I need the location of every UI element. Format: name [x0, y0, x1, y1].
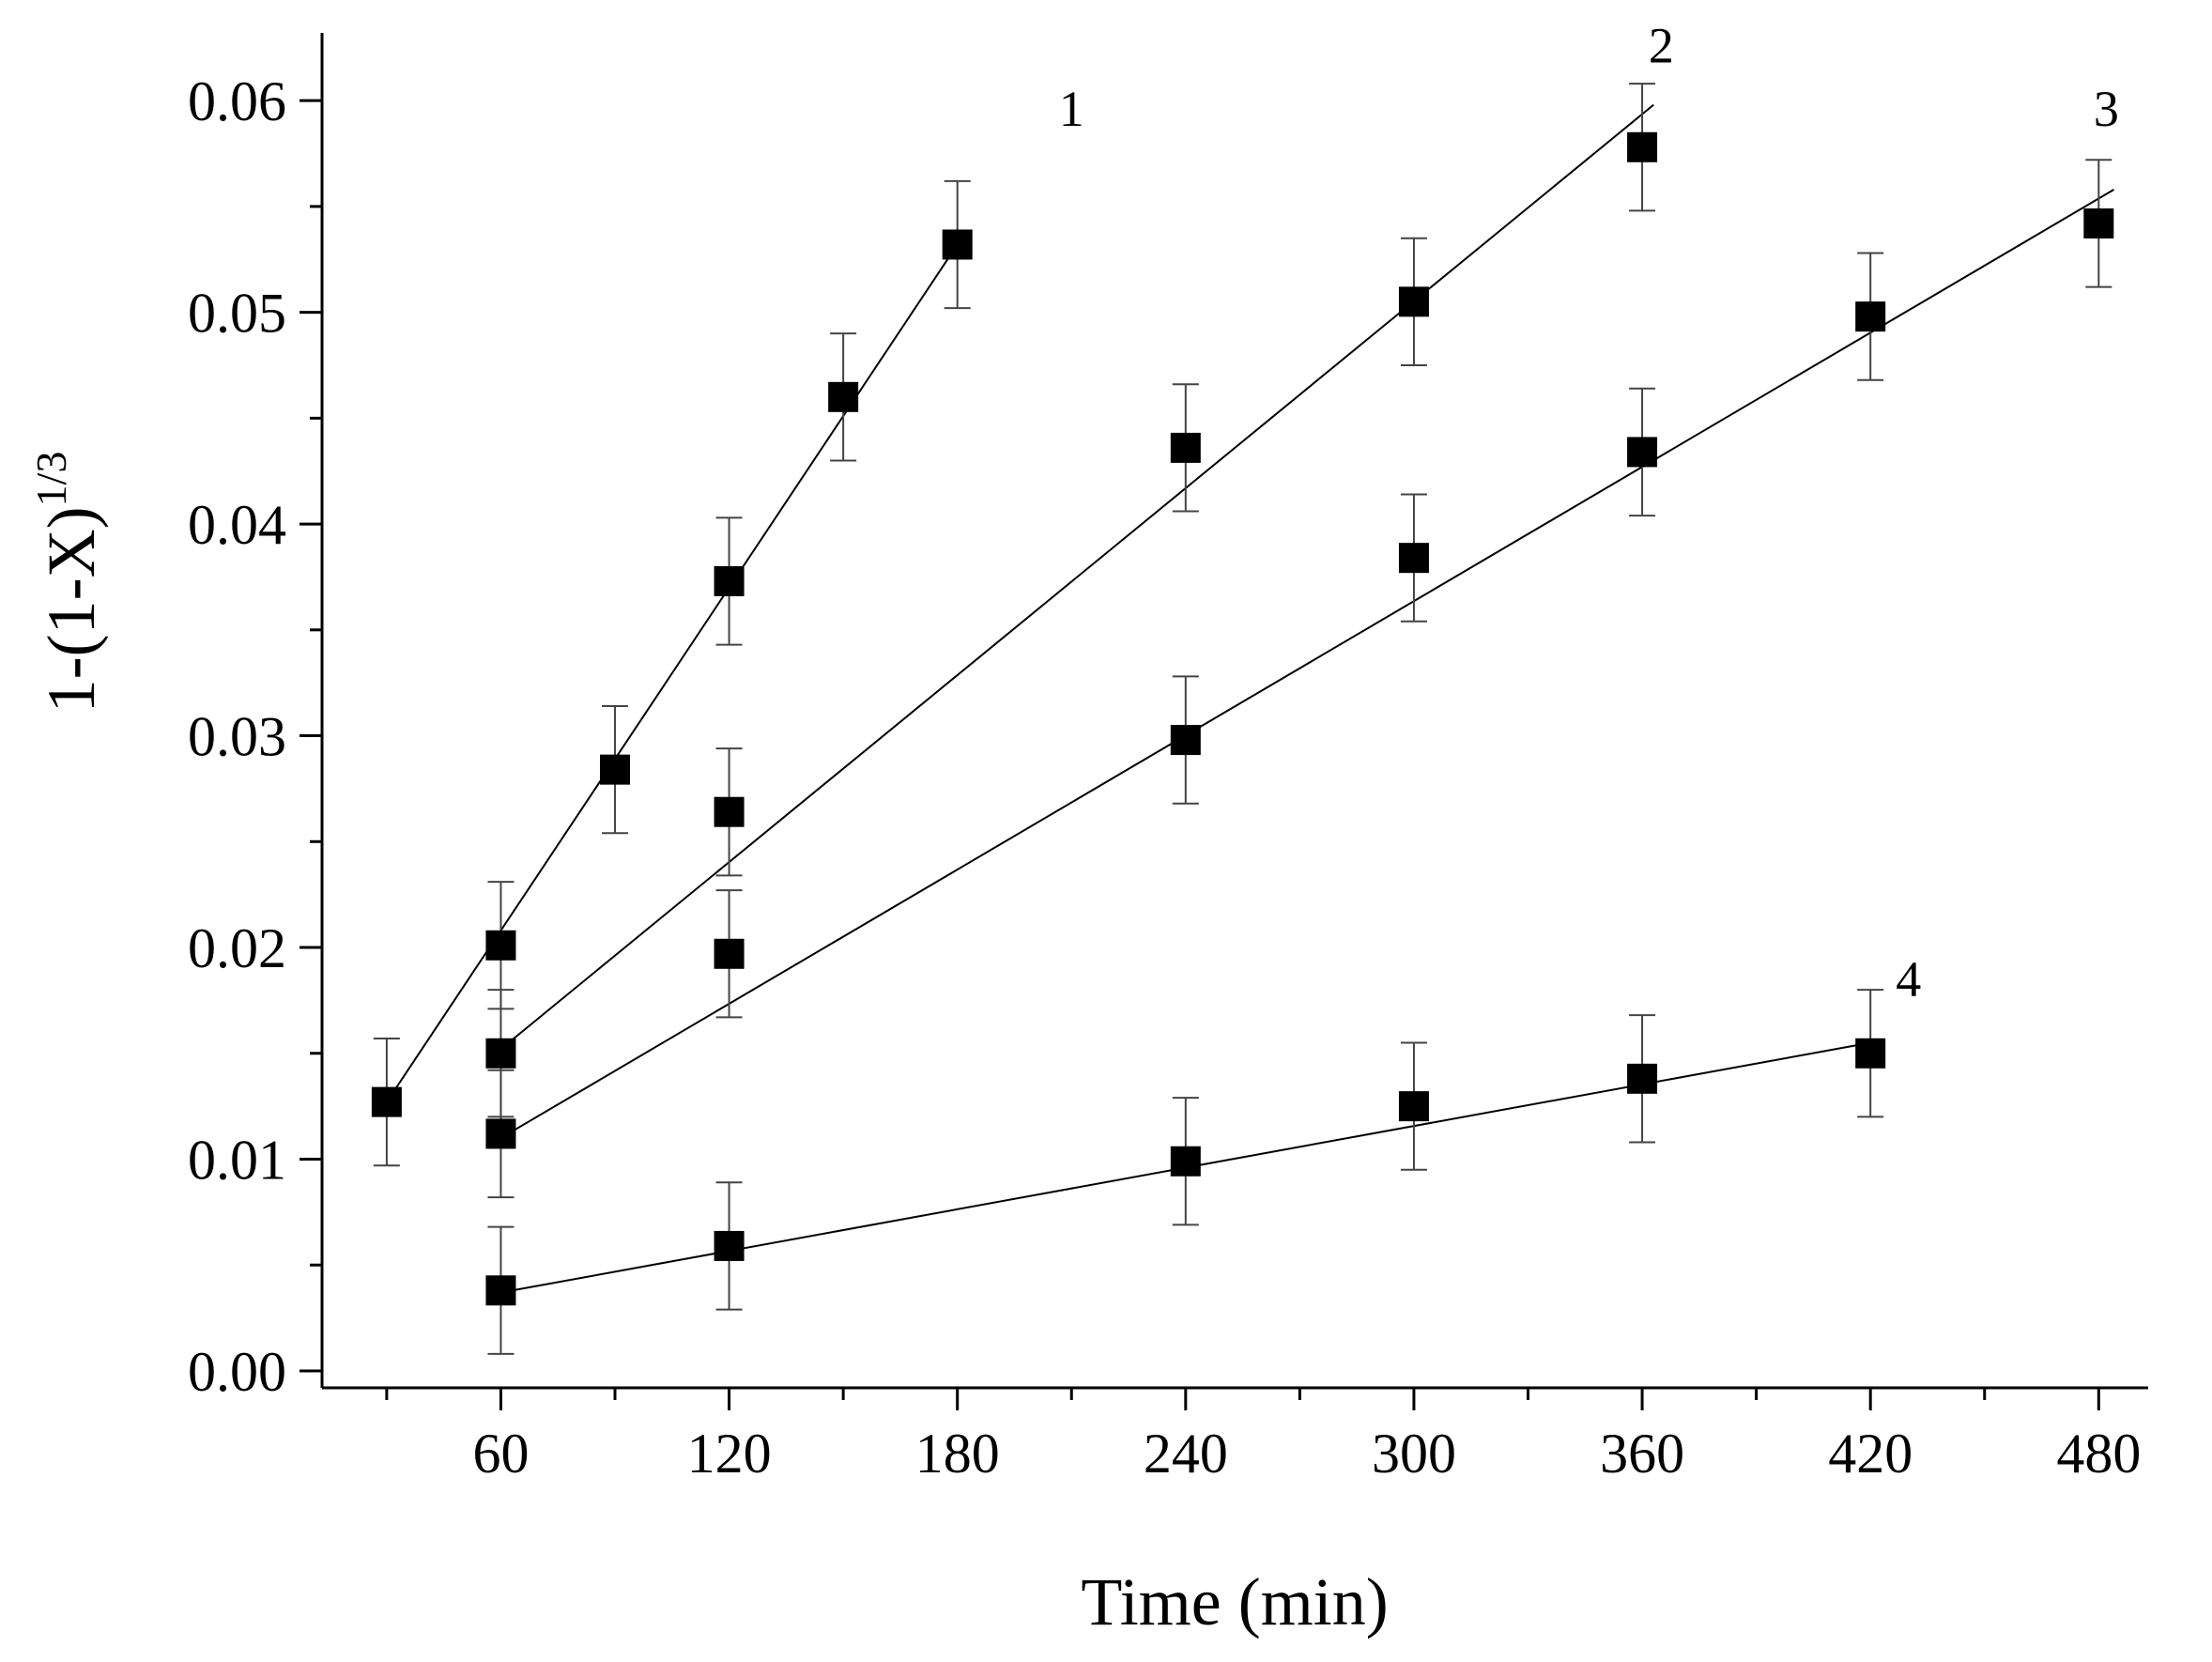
- y-tick-label: 0.01: [188, 1129, 286, 1191]
- data-point-1: [714, 565, 745, 596]
- x-ticks: 60 120 180 240 300 360 420 480: [385, 1388, 2141, 1485]
- data-point-2: [485, 1038, 516, 1069]
- data-point-1: [942, 229, 973, 260]
- data-point-4: [1627, 1063, 1658, 1094]
- x-tick-label: 60: [472, 1423, 529, 1485]
- data-point-3: [714, 938, 745, 969]
- series-label-3: 3: [2094, 81, 2119, 137]
- data-point-1: [828, 381, 859, 412]
- data-point-2: [714, 796, 745, 827]
- data-point-3: [1855, 301, 1886, 332]
- data-point-3: [1170, 725, 1201, 756]
- error-bars: [373, 83, 2112, 1355]
- data-point-4: [1398, 1091, 1429, 1122]
- fit-line-3: [499, 188, 2115, 1139]
- x-tick-label: 120: [687, 1423, 772, 1485]
- data-point-2: [1627, 131, 1658, 162]
- x-tick-label: 180: [915, 1423, 1000, 1485]
- data-point-2: [1170, 432, 1201, 463]
- data-point-2: [1398, 286, 1429, 317]
- x-tick-label: 420: [1828, 1423, 1912, 1485]
- series-label-2: 2: [1649, 18, 1674, 74]
- axes: [320, 33, 2148, 1390]
- series-labels: 1 2 3 4: [1059, 18, 2119, 1008]
- data-point-1: [600, 754, 631, 785]
- data-points: [371, 131, 2114, 1306]
- x-tick-label: 300: [1372, 1423, 1456, 1485]
- y-tick-label: 0.02: [188, 917, 286, 979]
- y-axis-title-base: 1-(1-X): [34, 506, 109, 713]
- fit-line-1: [386, 243, 959, 1103]
- data-point-3: [485, 1118, 516, 1149]
- x-axis-title: Time (min): [1081, 1564, 1388, 1639]
- data-point-4: [485, 1275, 516, 1306]
- fit-line-2: [499, 103, 1654, 1051]
- x-tick-label: 360: [1600, 1423, 1684, 1485]
- data-point-3: [2083, 208, 2114, 239]
- y-ticks: 0.00 0.01 0.02 0.03 0.04 0.05 0.06: [188, 70, 322, 1403]
- x-tick-label: 240: [1144, 1423, 1228, 1485]
- data-point-3: [1627, 437, 1658, 468]
- y-tick-label: 0.04: [188, 494, 286, 556]
- data-point-4: [1855, 1038, 1886, 1069]
- y-axis-title: 1-(1-X)1/3: [27, 452, 109, 714]
- series-label-1: 1: [1059, 81, 1084, 137]
- y-tick-label: 0.05: [188, 283, 286, 345]
- y-axis-title-exponent: 1/3: [27, 452, 75, 507]
- x-tick-label: 480: [2056, 1423, 2141, 1485]
- data-point-1: [371, 1086, 402, 1117]
- data-point-3: [1398, 543, 1429, 574]
- fit-lines: [386, 103, 2115, 1294]
- data-point-4: [714, 1230, 745, 1261]
- data-point-4: [1170, 1146, 1201, 1177]
- y-tick-label: 0.00: [188, 1341, 286, 1403]
- data-point-1: [485, 930, 516, 961]
- series-label-4: 4: [1896, 951, 1921, 1008]
- y-tick-label: 0.03: [188, 706, 286, 768]
- y-tick-label: 0.06: [188, 70, 286, 132]
